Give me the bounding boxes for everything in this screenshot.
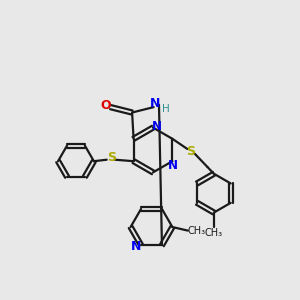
Text: N: N [167,159,177,172]
Text: S: S [186,145,195,158]
Text: CH₃: CH₃ [205,229,223,238]
Text: H: H [162,103,170,114]
Text: N: N [152,120,162,133]
Text: N: N [131,240,142,253]
Text: S: S [107,151,116,164]
Text: N: N [150,97,160,110]
Text: O: O [100,99,110,112]
Text: CH₃: CH₃ [187,226,205,236]
